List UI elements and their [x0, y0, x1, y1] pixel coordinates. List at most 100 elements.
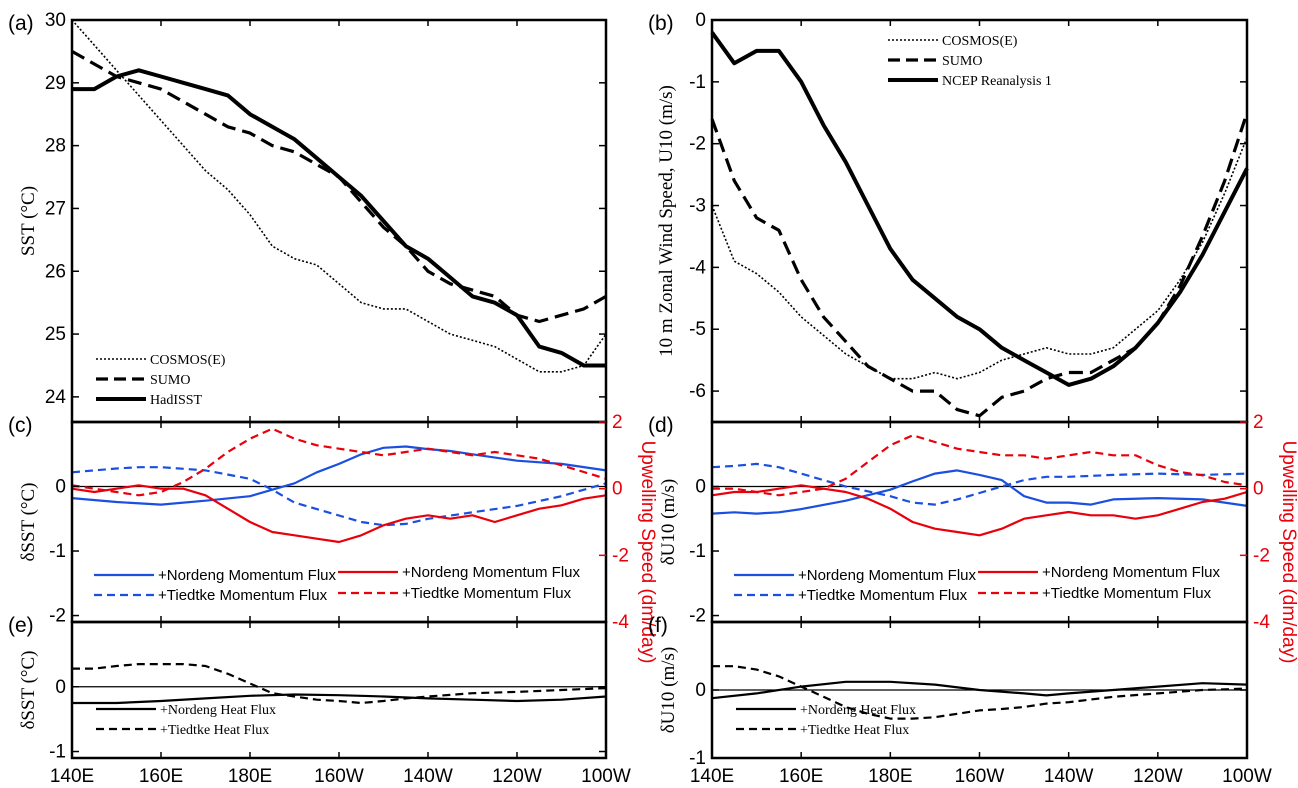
panel-a: 24 25 26 27 28 29 30 (a) SST (°C) COSMOS(E) SUMO Ha…: [8, 10, 608, 424]
panel-f: -1 0 140E 160E 180E 160W 140W 120W 100W (f) δU10 (…: [648, 614, 1272, 787]
y-tick-label: 29: [45, 73, 66, 94]
legend-label: +Nordeng Heat Flux: [800, 703, 916, 718]
x-tick-label: 140W: [1044, 766, 1094, 787]
legend-label: NCEP Reanalysis 1: [942, 74, 1052, 89]
legend-label: SUMO: [942, 54, 982, 69]
x-tick-label: 180E: [228, 766, 272, 787]
x-tick-label: 140E: [690, 766, 734, 787]
series-line-2: [72, 68, 606, 368]
legend-label: SUMO: [150, 373, 190, 388]
legend-label: HadISST: [150, 393, 203, 408]
y-tick-label: -2: [689, 134, 706, 155]
y-tick-label: 25: [45, 324, 66, 345]
y-axis-label: δU10 (m/s): [658, 479, 679, 566]
panel-label: (b): [648, 12, 674, 35]
legend-label: +Tiedtke Momentum Flux: [798, 587, 968, 604]
series-line-0: [711, 469, 1248, 515]
series-line-3: [712, 434, 1248, 497]
y-axis-label: SST (°C): [18, 186, 39, 256]
legend-label: +Tiedtke Momentum Flux: [158, 587, 328, 604]
legend-label: +Tiedtke Momentum Flux: [402, 585, 572, 602]
y-tick-label: -5: [689, 319, 706, 340]
y-tick-label: 0: [695, 680, 706, 701]
series-line-0: [72, 693, 607, 705]
y-tick-label: 26: [45, 261, 66, 282]
y-tick-label: -2: [689, 606, 706, 627]
panel-b: -6 -5 -4 -3 -2 -1 0 (b) 10 m Zonal Wind Speed, U…: [648, 10, 1249, 424]
y2-tick-label: 2: [612, 412, 623, 433]
y2-tick-label: -2: [612, 545, 629, 566]
y-tick-label: -1: [49, 742, 66, 763]
series-line-1: [711, 462, 1248, 506]
series-line-3: [71, 427, 607, 497]
y-axis-label: δSST (°C): [18, 482, 39, 561]
y2-tick-label: 0: [612, 479, 623, 500]
y-tick-label: 30: [45, 10, 66, 31]
y-tick-label: -6: [689, 381, 706, 402]
panel-c: -2 -1 0 -4 -2 0 2 (c) δSST (°C) Upwelling Speed (…: [8, 412, 658, 663]
y-tick-label: -3: [689, 196, 706, 217]
y-tick-label: 0: [55, 477, 66, 498]
series-line-2: [710, 31, 1249, 387]
series-line-0: [71, 445, 607, 506]
y-tick-label: -2: [49, 606, 66, 627]
y2-axis-label: Upwelling Speed (dm/day): [1278, 441, 1298, 664]
series-line-1: [710, 112, 1249, 418]
x-tick-label: 180E: [868, 766, 912, 787]
legend-label: +Tiedtke Heat Flux: [160, 723, 269, 738]
y-tick-label: 0: [695, 477, 706, 498]
y2-tick-label: -4: [1253, 612, 1270, 633]
x-tick-label: 100W: [1222, 766, 1272, 787]
legend-label: +Nordeng Momentum Flux: [402, 564, 580, 581]
y-tick-label: -1: [49, 541, 66, 562]
y-tick-label: -1: [689, 748, 706, 769]
legend-label: +Nordeng Momentum Flux: [158, 567, 336, 584]
y2-tick-label: 0: [1253, 479, 1264, 500]
y-tick-label: 24: [45, 387, 67, 408]
panel-label: (d): [648, 414, 674, 437]
x-tick-label: 140W: [403, 766, 453, 787]
series-line-1: [72, 662, 607, 705]
y2-tick-label: -2: [1253, 545, 1270, 566]
y2-tick-label: -4: [612, 612, 629, 633]
panel-e: -1 0 140E 160E 180E 160W 140W 120W 100W (e) δSST (…: [8, 614, 631, 787]
series-line-1: [71, 466, 607, 527]
legend-label: +Tiedtke Momentum Flux: [1042, 585, 1212, 602]
y-tick-label: 28: [45, 136, 66, 157]
series-line-1: [71, 50, 607, 324]
x-tick-label: 160E: [779, 766, 823, 787]
x-tick-label: 120W: [1133, 766, 1183, 787]
legend-label: +Nordeng Momentum Flux: [1042, 564, 1220, 581]
panel-label: (e): [8, 614, 34, 637]
panel-label: (a): [8, 12, 34, 35]
x-tick-label: 160E: [139, 766, 183, 787]
series-line-1: [712, 665, 1248, 720]
series-line-0: [71, 19, 607, 373]
x-tick-label: 140E: [50, 766, 94, 787]
y-tick-label: 27: [45, 198, 66, 219]
series-line-2: [71, 484, 607, 544]
legend-label: COSMOS(E): [942, 34, 1018, 49]
y-tick-label: -1: [689, 541, 706, 562]
x-tick-label: 160W: [955, 766, 1005, 787]
y2-axis-label: Upwelling Speed (dm/day): [637, 441, 658, 664]
y-tick-label: 0: [695, 10, 706, 31]
x-tick-label: 160W: [314, 766, 364, 787]
y-tick-label: 0: [55, 677, 66, 698]
y-tick-label: -4: [689, 257, 706, 278]
series-line-0: [711, 680, 1248, 700]
panel-label: (c): [8, 414, 33, 437]
y-axis-label: 10 m Zonal Wind Speed, U10 (m/s): [656, 85, 677, 357]
series-line-2: [711, 484, 1248, 537]
x-tick-label: 120W: [492, 766, 542, 787]
y-tick-label: -1: [689, 72, 706, 93]
y-axis-label: δSST (°C): [18, 650, 39, 729]
legend-label: +Tiedtke Heat Flux: [800, 723, 909, 738]
series-line-0: [711, 137, 1248, 380]
panel-d: -2 -1 0 -4 -2 0 2 (d) δU10 (m/s) Upwelling Speed …: [648, 412, 1298, 663]
legend-label: COSMOS(E): [150, 353, 226, 368]
y2-tick-label: 2: [1253, 412, 1264, 433]
x-tick-label: 100W: [581, 766, 631, 787]
legend-label: +Nordeng Momentum Flux: [798, 567, 976, 584]
